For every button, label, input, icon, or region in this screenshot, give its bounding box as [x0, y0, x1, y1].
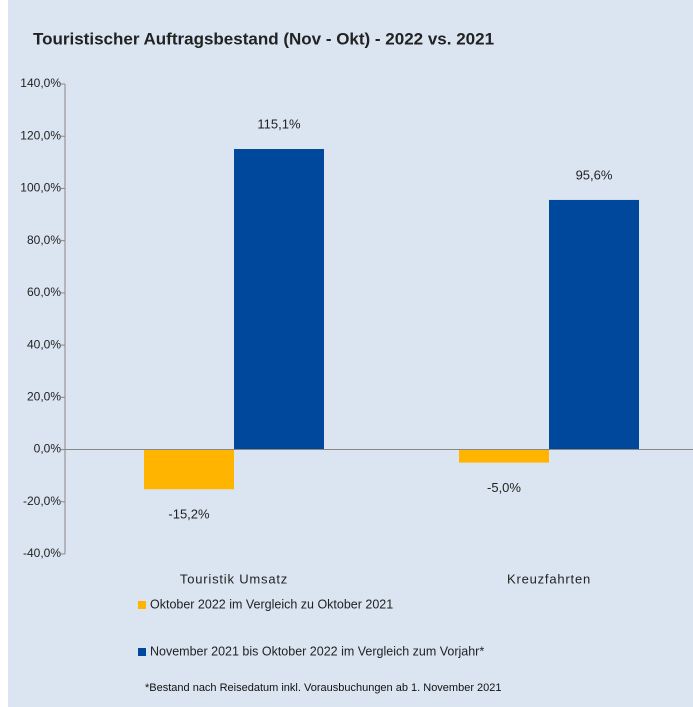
value-label: -5,0% [487, 480, 521, 495]
y-tick-label: 140,0% [20, 76, 61, 90]
legend-swatch [138, 648, 146, 656]
y-tick-label: 80,0% [27, 233, 61, 247]
x-tick-label: Kreuzfahrten [507, 571, 591, 586]
legend-label: November 2021 bis Oktober 2022 im Vergle… [150, 644, 484, 658]
y-tick-label: 0,0% [34, 442, 62, 456]
y-tick-label: 100,0% [20, 181, 61, 195]
legend-swatch [138, 601, 146, 609]
bar [549, 199, 639, 450]
bar [234, 149, 324, 450]
y-tick-label: 120,0% [20, 128, 61, 142]
value-label: -15,2% [168, 507, 210, 522]
chart-title: Touristischer Auftragsbestand (Nov - Okt… [33, 29, 494, 48]
legend-label: Oktober 2022 im Vergleich zu Oktober 202… [150, 597, 393, 611]
x-tick-label: Touristik Umsatz [180, 571, 288, 586]
y-tick-label: 20,0% [27, 390, 61, 404]
y-tick-label: -40,0% [23, 546, 61, 560]
y-tick-label: 40,0% [27, 337, 61, 351]
value-label: 115,1% [257, 116, 301, 131]
footnote: *Bestand nach Reisedatum inkl. Vorausbuc… [145, 682, 502, 694]
y-tick-label: 60,0% [27, 285, 61, 299]
y-tick-label: -20,0% [23, 494, 61, 508]
value-label: 95,6% [576, 167, 613, 182]
bar [144, 449, 234, 490]
bar [459, 449, 549, 463]
